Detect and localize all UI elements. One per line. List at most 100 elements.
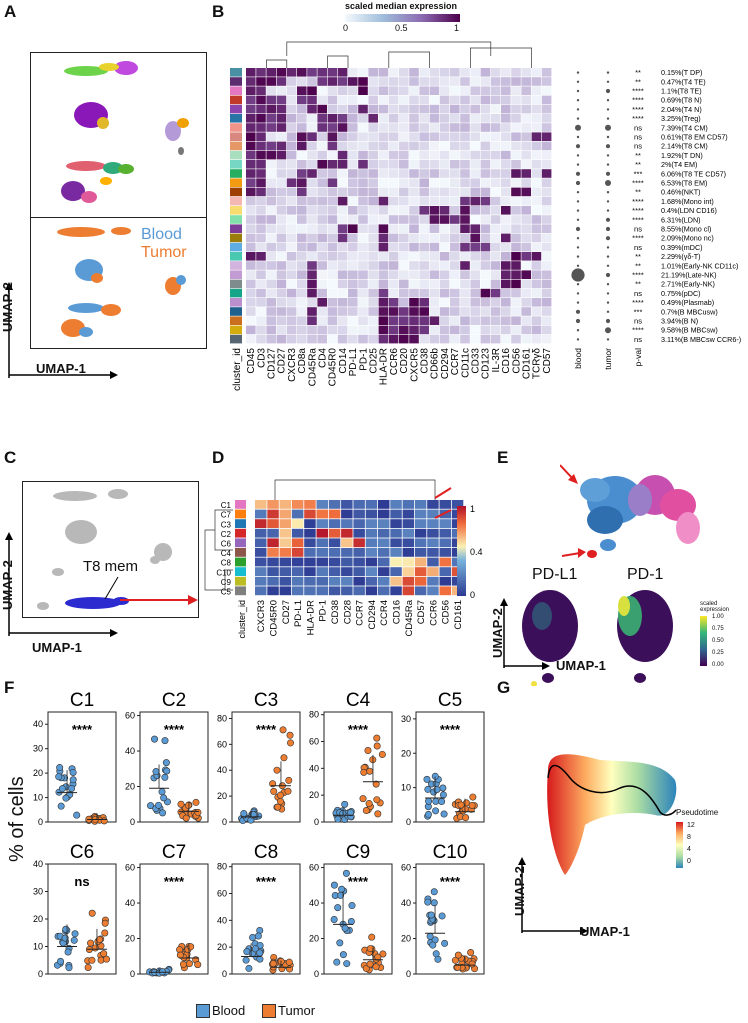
tumor-point bbox=[269, 960, 277, 968]
cluster-label: 1.92%(T DN) bbox=[661, 151, 703, 160]
heatmap-cell bbox=[327, 206, 338, 215]
heatmap-cell bbox=[419, 261, 429, 270]
blood-point bbox=[58, 785, 66, 793]
blood-dot bbox=[576, 163, 580, 166]
heatmap-cell bbox=[327, 114, 338, 123]
heatmap-cell bbox=[327, 95, 338, 105]
heatmap-cell bbox=[409, 215, 419, 224]
heatmap-cell bbox=[307, 187, 317, 197]
heatmap-cell bbox=[501, 233, 511, 243]
tumor-point bbox=[360, 768, 368, 776]
heatmap-cell bbox=[531, 77, 542, 86]
umap-clusters-plot bbox=[30, 52, 207, 219]
heatmap-cell bbox=[521, 95, 531, 105]
marker-label: CCR6 bbox=[389, 348, 400, 376]
tumor-dot bbox=[606, 108, 610, 111]
heatmap-cell bbox=[409, 233, 419, 243]
heatmap-cell bbox=[409, 114, 419, 123]
heatmap-cell bbox=[541, 114, 552, 123]
y-tick-label: 0 bbox=[222, 969, 227, 979]
blood-point bbox=[337, 891, 345, 899]
heatmap-cell bbox=[327, 252, 338, 261]
heatmap-cell bbox=[501, 215, 511, 224]
heatmap-cell bbox=[286, 270, 297, 279]
significance-label: ** bbox=[635, 261, 641, 270]
heatmap-cell bbox=[429, 279, 440, 289]
y-tick-label: 80 bbox=[217, 713, 227, 723]
blood-point bbox=[342, 869, 350, 877]
heatmap-cell bbox=[429, 288, 440, 298]
heatmap-cell bbox=[460, 298, 470, 307]
heatmap-cell bbox=[256, 224, 266, 233]
umap-t8mem-svg bbox=[37, 489, 172, 610]
heatmap-cell bbox=[368, 160, 378, 169]
heatmap-cell-d bbox=[267, 509, 279, 519]
colorbar-tick-1: 1 bbox=[454, 23, 460, 33]
tumor-dot bbox=[606, 310, 610, 313]
heatmap-cell bbox=[388, 123, 399, 132]
heatmap-cell bbox=[256, 242, 266, 252]
heatmap-cell bbox=[256, 206, 266, 215]
marker-label-d: CD38 bbox=[330, 600, 341, 624]
significance-label: ns bbox=[634, 317, 642, 326]
marker-label: CD45Ra bbox=[307, 348, 318, 387]
blood-point bbox=[160, 794, 168, 802]
heatmap-cell bbox=[297, 169, 307, 178]
heatmap-cell-d bbox=[255, 519, 267, 528]
heatmap-cell bbox=[317, 288, 327, 298]
heatmap-cell-d bbox=[316, 519, 328, 528]
heatmap-cell-d bbox=[291, 567, 304, 576]
heatmap-cell bbox=[348, 114, 358, 123]
heatmap-cell bbox=[337, 169, 348, 178]
heatmap-cell bbox=[501, 160, 511, 169]
blood-point bbox=[330, 881, 338, 889]
heatmap-cell bbox=[460, 169, 470, 178]
heatmap-cell bbox=[286, 288, 297, 298]
heatmap-cell bbox=[307, 196, 317, 206]
heatmap-cell bbox=[317, 104, 327, 114]
heatmap-cell bbox=[521, 123, 531, 132]
heatmap-cell-d bbox=[353, 519, 365, 528]
heatmap-cell-d bbox=[267, 548, 279, 557]
heatmap-cell bbox=[388, 316, 399, 325]
axis-arrows-g bbox=[518, 857, 588, 935]
heatmap-cell-d bbox=[304, 519, 316, 528]
dendrogram-branch bbox=[266, 59, 288, 68]
heatmap-cell-d bbox=[390, 586, 402, 596]
heatmap-cell bbox=[378, 160, 389, 169]
tumor-point bbox=[101, 929, 109, 937]
heatmap-cell bbox=[337, 104, 348, 114]
heatmap-cell-d bbox=[267, 538, 279, 548]
blood-point bbox=[438, 912, 446, 920]
heatmap-cell bbox=[337, 123, 348, 132]
heatmap-cell bbox=[307, 242, 317, 252]
dendrogram-branch bbox=[388, 51, 430, 68]
marker-label-d: CXCR3 bbox=[256, 600, 267, 632]
heatmap-cell bbox=[429, 261, 440, 270]
heatmap-cell bbox=[450, 196, 460, 206]
red-arrow-c bbox=[120, 595, 198, 605]
heatmap-cell bbox=[419, 169, 429, 178]
tumor-dot bbox=[606, 264, 610, 267]
plot-title: C3 bbox=[254, 690, 278, 711]
heatmap-cell bbox=[368, 187, 378, 197]
heatmap-cell bbox=[266, 86, 276, 95]
heatmap-cell-d bbox=[390, 557, 402, 567]
heatmap-cell bbox=[531, 307, 542, 316]
umap-tissue-plot: Blood Tumor bbox=[30, 217, 207, 349]
heatmap-cell bbox=[266, 298, 276, 307]
heatmap-cell bbox=[460, 123, 470, 132]
heatmap-cell-d bbox=[328, 586, 341, 596]
heatmap-cell bbox=[246, 160, 256, 169]
heatmap-cell bbox=[388, 86, 399, 95]
heatmap-cell bbox=[368, 77, 378, 86]
heatmap-cell bbox=[399, 123, 409, 132]
tumor-point bbox=[462, 814, 470, 822]
plot-frame bbox=[415, 711, 485, 823]
heatmap-cell bbox=[378, 242, 389, 252]
heatmap-cell bbox=[388, 307, 399, 316]
heatmap-cell-d bbox=[414, 500, 427, 509]
heatmap-cell bbox=[388, 270, 399, 279]
heatmap-cell-d bbox=[267, 500, 279, 509]
tumor-point bbox=[192, 798, 200, 806]
